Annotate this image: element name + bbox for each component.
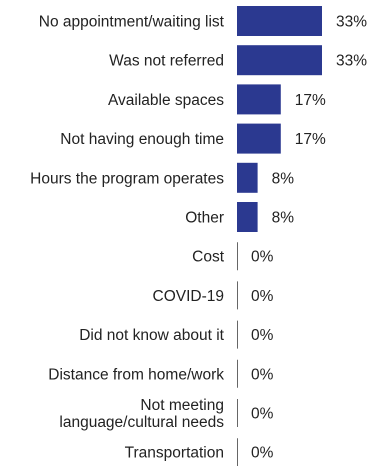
value-label-1: 33% bbox=[336, 53, 367, 70]
bar-5 bbox=[237, 202, 258, 232]
category-label-4-line-0: Hours the program operates bbox=[30, 170, 224, 187]
category-label-5-line-0: Other bbox=[185, 210, 224, 227]
category-label-1-line-0: Was not referred bbox=[109, 53, 224, 70]
category-label-6: Cost bbox=[192, 249, 225, 266]
category-label-9: Distance from home/work bbox=[48, 366, 224, 383]
category-label-2: Available spaces bbox=[108, 92, 224, 109]
category-label-5: Other bbox=[185, 210, 224, 227]
category-label-9-line-0: Distance from home/work bbox=[48, 366, 224, 383]
bar-4 bbox=[237, 162, 258, 193]
bar-3 bbox=[237, 123, 281, 154]
category-label-8: Did not know about it bbox=[79, 327, 224, 344]
value-label-8: 0% bbox=[251, 327, 274, 344]
value-label-5: 8% bbox=[272, 210, 295, 227]
value-label-6: 0% bbox=[251, 249, 274, 266]
value-label-4: 8% bbox=[272, 170, 295, 187]
category-label-7: COVID-19 bbox=[153, 288, 225, 305]
category-label-8-line-0: Did not know about it bbox=[79, 327, 224, 344]
value-label-2: 17% bbox=[295, 92, 326, 109]
category-labels-group: No appointment/waiting list Was not refer… bbox=[30, 14, 225, 462]
category-label-2-line-0: Available spaces bbox=[108, 92, 224, 109]
value-label-0: 33% bbox=[336, 14, 367, 31]
category-label-1: Was not referred bbox=[109, 53, 224, 70]
category-label-10-line-0: Not meeting bbox=[140, 397, 224, 414]
value-label-3: 17% bbox=[295, 131, 326, 148]
bar-0 bbox=[237, 6, 322, 36]
bar-2 bbox=[237, 84, 281, 115]
value-label-10: 0% bbox=[251, 406, 274, 423]
category-label-4: Hours the program operates bbox=[30, 170, 224, 187]
category-label-0: No appointment/waiting list bbox=[39, 14, 225, 31]
bar-1 bbox=[237, 45, 322, 76]
value-label-11: 0% bbox=[251, 445, 274, 462]
category-label-10-line-1: language/cultural needs bbox=[59, 414, 224, 431]
category-label-3-line-0: Not having enough time bbox=[60, 131, 224, 148]
value-labels-group: 33% 33% 17% 17% 8% 8% 0% 0% 0% 0% 0% 0% bbox=[251, 14, 367, 462]
category-label-7-line-0: COVID-19 bbox=[153, 288, 225, 305]
category-label-11-line-0: Transportation bbox=[125, 445, 224, 462]
category-label-10: Not meeting language/cultural needs bbox=[59, 397, 224, 431]
category-label-11: Transportation bbox=[125, 445, 224, 462]
value-label-9: 0% bbox=[251, 366, 274, 383]
category-label-6-line-0: Cost bbox=[192, 249, 225, 266]
value-label-7: 0% bbox=[251, 288, 274, 305]
category-label-3: Not having enough time bbox=[60, 131, 224, 148]
category-label-0-line-0: No appointment/waiting list bbox=[39, 14, 225, 31]
bars-group bbox=[237, 6, 322, 466]
